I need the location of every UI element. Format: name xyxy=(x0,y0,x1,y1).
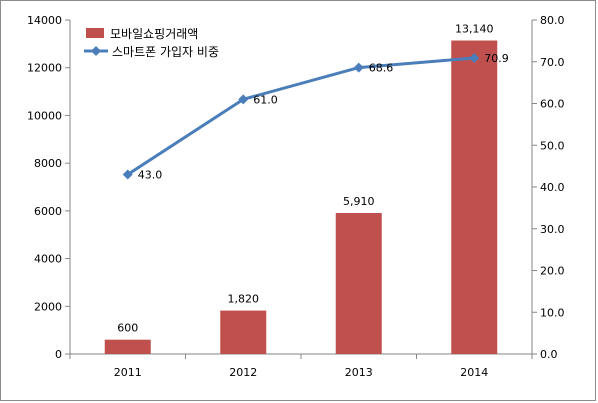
line-data-label: 43.0 xyxy=(138,168,163,181)
line-data-label: 61.0 xyxy=(253,93,278,106)
bar-data-label: 600 xyxy=(117,322,138,335)
x-tick-label: 2012 xyxy=(229,366,257,379)
right-tick-label: 20.0 xyxy=(540,265,565,278)
line-data-label: 68.6 xyxy=(369,62,394,75)
legend-line-marker xyxy=(91,46,101,56)
right-tick-label: 40.0 xyxy=(540,181,565,194)
line-series-group xyxy=(122,52,480,180)
bar-data-label: 5,910 xyxy=(343,195,375,208)
left-tick-label: 8000 xyxy=(34,157,62,170)
right-tick-label: 10.0 xyxy=(540,306,565,319)
line-data-label: 70.9 xyxy=(484,52,509,65)
line-series-path xyxy=(126,56,475,176)
bar-2012 xyxy=(220,310,267,354)
left-tick-label: 6000 xyxy=(34,205,62,218)
line-point-2011 xyxy=(122,169,133,180)
left-tick-label: 12000 xyxy=(27,62,62,75)
legend-line-label: 스마트폰 가입자 비중 xyxy=(112,45,219,59)
axes-group: 0 2000 4000 6000 8000 10000 12000 14000 0.0 10.0 2… xyxy=(27,14,565,379)
x-tick-label: 2011 xyxy=(114,366,142,379)
bar-2011 xyxy=(104,339,151,354)
line-point-2014 xyxy=(469,52,480,63)
legend-bar-label: 모바일쇼핑거래액 xyxy=(110,27,198,41)
left-tick-label: 4000 xyxy=(34,253,62,266)
right-tick-label: 70.0 xyxy=(540,56,565,69)
bar-2013 xyxy=(335,213,382,354)
line-point-2012 xyxy=(238,94,249,105)
x-tick-label: 2013 xyxy=(345,366,373,379)
right-tick-label: 50.0 xyxy=(540,139,565,152)
bar-series-group xyxy=(104,40,498,354)
left-tick-label: 10000 xyxy=(27,109,62,122)
legend-bar-swatch xyxy=(86,28,104,38)
left-tick-label: 0 xyxy=(55,348,62,361)
line-point-2013 xyxy=(353,62,364,73)
bar-data-label: 1,820 xyxy=(228,293,260,306)
bar-data-label: 13,140 xyxy=(455,23,494,36)
x-tick-label: 2014 xyxy=(460,366,488,379)
left-tick-label: 14000 xyxy=(27,14,62,27)
data-labels-group: 600 1,820 5,910 13,140 43.0 61.0 68.6 70.9 xyxy=(117,23,509,335)
left-tick-label: 2000 xyxy=(34,300,62,313)
right-tick-label: 60.0 xyxy=(540,98,565,111)
bar-2014 xyxy=(451,40,498,354)
right-tick-label: 0.0 xyxy=(540,348,558,361)
right-tick-label: 30.0 xyxy=(540,223,565,236)
right-tick-label: 80.0 xyxy=(540,14,565,27)
